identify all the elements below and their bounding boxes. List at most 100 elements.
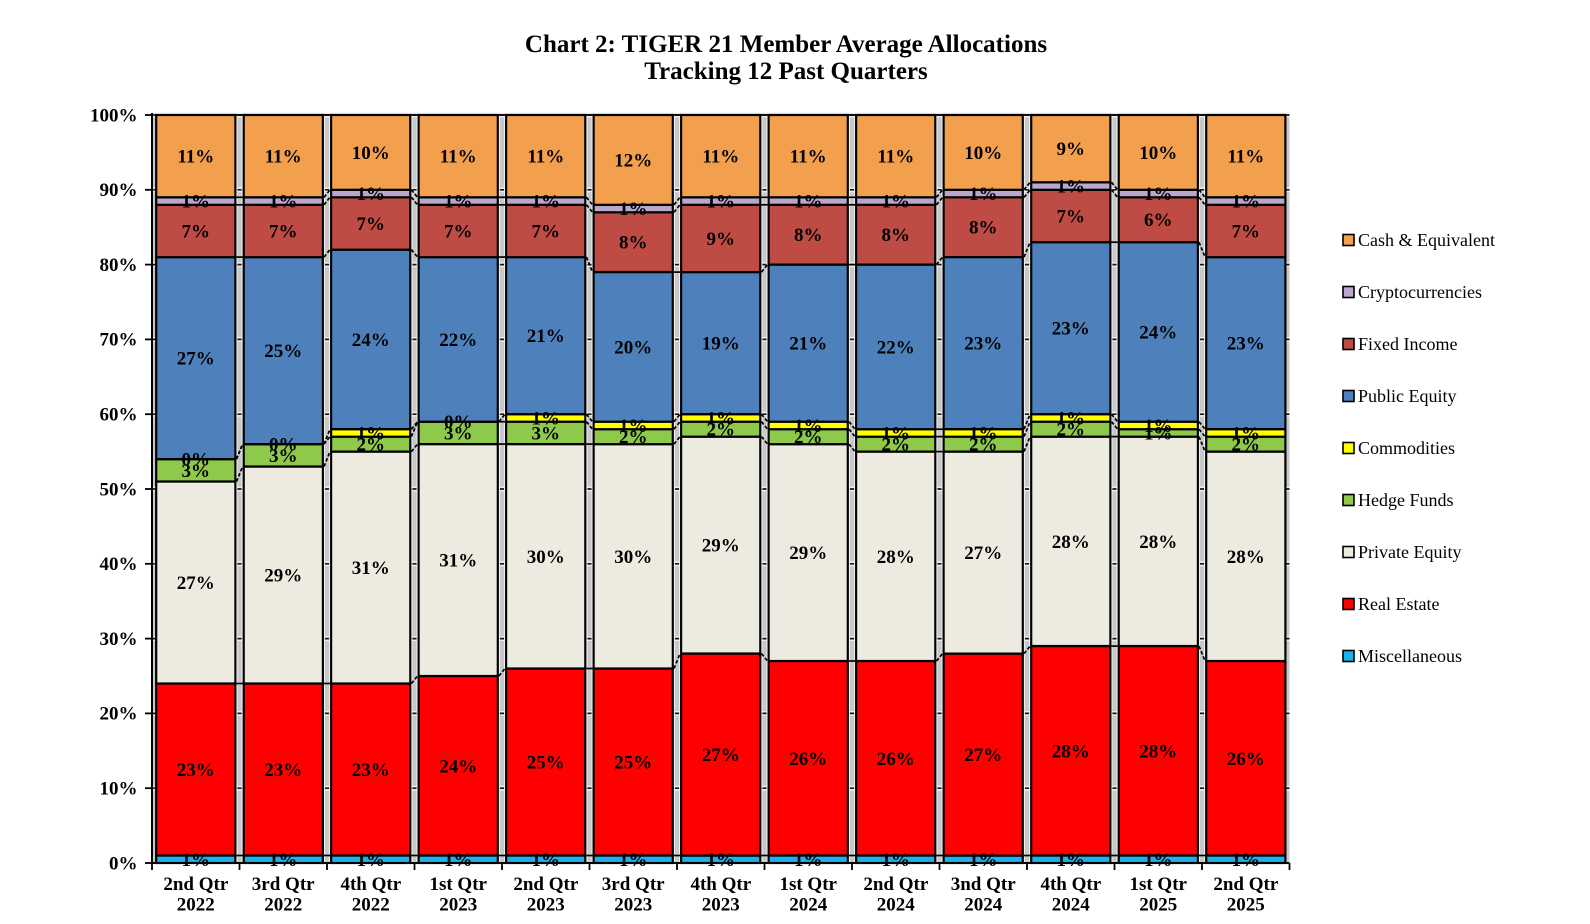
svg-text:27%: 27% <box>702 745 740 766</box>
svg-text:Miscellaneous: Miscellaneous <box>1358 646 1462 666</box>
svg-text:7%: 7% <box>269 221 298 242</box>
svg-text:11%: 11% <box>790 147 827 168</box>
svg-text:10%: 10% <box>100 779 138 800</box>
svg-text:20%: 20% <box>100 704 138 725</box>
svg-text:2023: 2023 <box>702 895 740 916</box>
svg-text:1%: 1% <box>619 199 648 220</box>
svg-text:19%: 19% <box>702 334 740 355</box>
svg-text:8%: 8% <box>794 225 823 246</box>
svg-text:Real Estate: Real Estate <box>1358 594 1439 614</box>
svg-text:Private Equity: Private Equity <box>1358 542 1461 562</box>
svg-text:8%: 8% <box>882 225 911 246</box>
svg-text:7%: 7% <box>444 221 473 242</box>
svg-text:29%: 29% <box>702 536 740 557</box>
svg-text:Commodities: Commodities <box>1358 438 1455 458</box>
svg-text:23%: 23% <box>264 760 302 781</box>
svg-text:50%: 50% <box>100 479 138 500</box>
svg-text:23%: 23% <box>352 760 390 781</box>
svg-text:1%: 1% <box>969 850 998 871</box>
svg-text:28%: 28% <box>1052 741 1090 762</box>
svg-text:2%: 2% <box>882 435 911 456</box>
svg-text:27%: 27% <box>964 745 1002 766</box>
svg-text:3rd Qtr: 3rd Qtr <box>252 874 315 895</box>
svg-text:21%: 21% <box>789 334 827 355</box>
svg-text:31%: 31% <box>439 551 477 572</box>
svg-text:2023: 2023 <box>614 895 652 916</box>
svg-text:Hedge Funds: Hedge Funds <box>1358 490 1454 510</box>
svg-text:1%: 1% <box>794 192 823 213</box>
svg-text:1st Qtr: 1st Qtr <box>1129 874 1187 895</box>
svg-text:11%: 11% <box>702 147 739 168</box>
svg-text:28%: 28% <box>1052 532 1090 553</box>
svg-text:2023: 2023 <box>527 895 565 916</box>
svg-text:1%: 1% <box>269 850 298 871</box>
svg-text:2022: 2022 <box>177 895 215 916</box>
svg-text:30%: 30% <box>100 629 138 650</box>
svg-text:1st Qtr: 1st Qtr <box>429 874 487 895</box>
svg-text:2024: 2024 <box>964 895 1003 916</box>
svg-text:1%: 1% <box>1232 850 1261 871</box>
svg-text:2024: 2024 <box>1052 895 1091 916</box>
svg-text:1%: 1% <box>1144 184 1173 205</box>
svg-text:12%: 12% <box>614 150 652 171</box>
svg-text:1%: 1% <box>969 423 998 444</box>
svg-text:1%: 1% <box>357 423 386 444</box>
svg-text:4th Qtr: 4th Qtr <box>690 874 751 895</box>
svg-text:Public Equity: Public Equity <box>1358 386 1457 406</box>
svg-text:2nd Qtr: 2nd Qtr <box>1213 874 1278 895</box>
svg-text:2%: 2% <box>969 435 998 456</box>
svg-text:1%: 1% <box>1057 177 1086 198</box>
svg-text:1%: 1% <box>182 192 211 213</box>
svg-text:30%: 30% <box>614 547 652 568</box>
svg-text:1%: 1% <box>707 408 736 429</box>
svg-text:23%: 23% <box>1227 334 1265 355</box>
svg-text:1%: 1% <box>1144 850 1173 871</box>
svg-text:2023: 2023 <box>439 895 477 916</box>
svg-text:28%: 28% <box>1139 741 1177 762</box>
svg-text:8%: 8% <box>969 218 998 239</box>
svg-text:23%: 23% <box>1052 319 1090 340</box>
svg-text:2%: 2% <box>1232 435 1261 456</box>
svg-text:6%: 6% <box>1144 210 1173 231</box>
svg-text:22%: 22% <box>439 330 477 351</box>
svg-text:2nd Qtr: 2nd Qtr <box>513 874 578 895</box>
svg-text:1%: 1% <box>969 184 998 205</box>
svg-text:24%: 24% <box>352 330 390 351</box>
svg-text:3nd Qtr: 3nd Qtr <box>951 874 1016 895</box>
svg-text:2024: 2024 <box>789 895 828 916</box>
svg-text:3%: 3% <box>182 461 211 482</box>
svg-text:24%: 24% <box>1139 322 1177 343</box>
svg-text:1%: 1% <box>1232 423 1261 444</box>
svg-text:10%: 10% <box>964 143 1002 164</box>
svg-text:1%: 1% <box>357 184 386 205</box>
svg-text:1%: 1% <box>357 850 386 871</box>
svg-text:1st Qtr: 1st Qtr <box>779 874 837 895</box>
svg-text:2025: 2025 <box>1139 895 1177 916</box>
svg-text:28%: 28% <box>1227 547 1265 568</box>
svg-text:1%: 1% <box>1232 192 1261 213</box>
svg-text:1%: 1% <box>882 423 911 444</box>
svg-text:1%: 1% <box>619 850 648 871</box>
svg-text:22%: 22% <box>877 337 915 358</box>
svg-text:Fixed Income: Fixed Income <box>1358 334 1457 354</box>
svg-text:27%: 27% <box>177 573 215 594</box>
svg-text:24%: 24% <box>439 756 477 777</box>
svg-text:1%: 1% <box>269 192 298 213</box>
svg-text:10%: 10% <box>352 143 390 164</box>
svg-text:30%: 30% <box>527 547 565 568</box>
svg-text:9%: 9% <box>1057 139 1086 160</box>
svg-text:8%: 8% <box>619 233 648 254</box>
svg-text:10%: 10% <box>1139 143 1177 164</box>
svg-text:1%: 1% <box>182 850 211 871</box>
svg-text:1%: 1% <box>1144 423 1173 444</box>
svg-text:1%: 1% <box>882 850 911 871</box>
svg-text:0%: 0% <box>109 853 138 874</box>
svg-text:25%: 25% <box>264 341 302 362</box>
svg-text:2025: 2025 <box>1227 895 1265 916</box>
svg-text:11%: 11% <box>527 147 564 168</box>
svg-text:100%: 100% <box>90 105 138 126</box>
svg-text:11%: 11% <box>440 147 477 168</box>
svg-text:26%: 26% <box>877 749 915 770</box>
svg-text:29%: 29% <box>264 566 302 587</box>
svg-text:0%: 0% <box>444 412 473 433</box>
